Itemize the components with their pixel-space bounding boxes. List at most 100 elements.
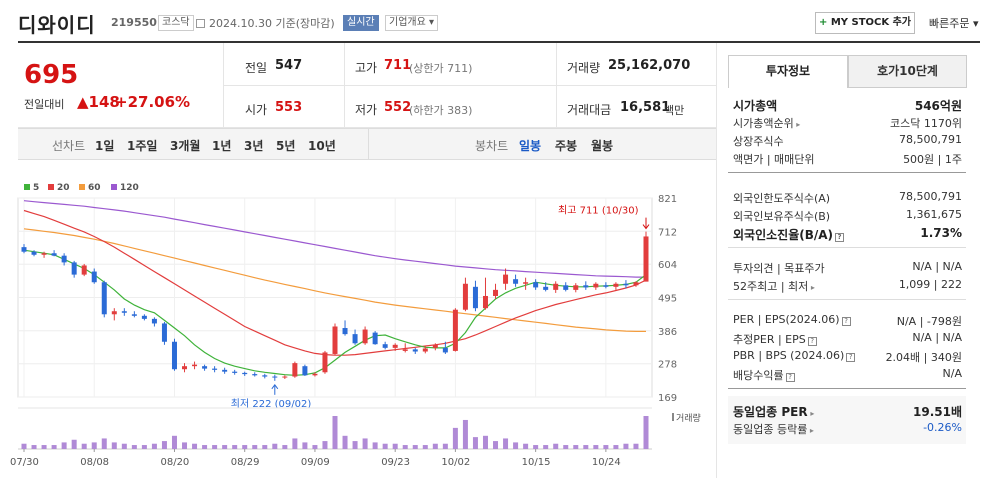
candle-body [141, 315, 147, 319]
candle-body [543, 286, 549, 290]
high-annotation: 최고 711 (10/30) [558, 205, 639, 217]
mystock-label: MY STOCK 추가 [830, 17, 912, 28]
info-label-text: 동일업종 PER [733, 405, 808, 419]
candle-body [91, 271, 97, 283]
low-arrow-head [271, 383, 279, 390]
arrow-right-icon[interactable]: ▸ [807, 426, 814, 435]
current-price: 695 [24, 60, 79, 90]
mystock-add-button[interactable]: + MY STOCK 추가 [815, 12, 915, 34]
info-label: 시가총액순위 ▸ [733, 115, 800, 131]
info-value: N/A [942, 367, 962, 380]
info-label-text: 투자의견 | 목표주가 [733, 262, 825, 275]
volume-bar [71, 439, 77, 449]
candle-body [372, 332, 378, 345]
section-divider [728, 247, 966, 248]
candle-body [563, 285, 569, 290]
info-label-text: 외국인한도주식수(A) [733, 192, 831, 205]
stock-chart[interactable]: 821 712 604 495 386 278 169 최고 711 (10/30) 최저 22… [0, 0, 716, 478]
amount-value: 16,581 [620, 100, 671, 115]
volume-bar [302, 442, 308, 449]
stats-col-divider [344, 43, 345, 128]
candle-body [101, 282, 107, 315]
range-1w[interactable]: 1주일 [127, 139, 158, 153]
volume-bar [372, 442, 378, 449]
info-label: 외국인소진율(B/A)? [733, 226, 845, 243]
tab-hoga[interactable]: 호가10단계 [848, 55, 967, 88]
info-label: PER | EPS(2024.06)? [733, 313, 851, 326]
panel-divider [716, 43, 717, 478]
help-icon[interactable]: ? [841, 317, 851, 326]
legend-swatch [24, 184, 30, 190]
range-3m[interactable]: 3개월 [170, 139, 201, 153]
volume-bar [362, 438, 368, 449]
candle-body [252, 374, 258, 376]
y-tick-label: 821 [658, 194, 677, 205]
info-label: 시가총액 [733, 97, 777, 114]
info-value: -0.26% [923, 421, 962, 434]
realtime-button[interactable]: 실시간 [343, 15, 379, 31]
candle-body [362, 329, 368, 344]
open-value: 553 [275, 100, 303, 115]
range-3y[interactable]: 3년 [244, 139, 264, 153]
info-label: 외국인보유주식수(B) [733, 208, 830, 224]
range-10y[interactable]: 10년 [308, 139, 336, 153]
info-label: 배당수익률? [733, 367, 795, 383]
help-icon[interactable]: ? [846, 353, 856, 362]
candle-body [151, 318, 157, 324]
help-icon[interactable]: ? [835, 233, 845, 242]
line-chart-tab[interactable]: 선차트 [52, 139, 86, 153]
stats-bottom-divider [18, 127, 716, 128]
candle-body [593, 283, 599, 288]
upper-limit: (상한가 711) [409, 62, 473, 75]
candle-body [643, 236, 649, 282]
y-tick-label: 604 [658, 260, 677, 271]
company-info-button[interactable]: 기업개요 ▾ [385, 15, 438, 31]
info-value: N/A | N/A [912, 331, 962, 344]
arrow-right-icon[interactable]: ▸ [808, 283, 815, 292]
chart-toolbar [18, 128, 716, 160]
info-label: 동일업종 PER ▸ [733, 403, 814, 420]
arrow-right-icon[interactable]: ▸ [793, 120, 801, 129]
candle-body [322, 352, 328, 373]
volume-bar [553, 443, 559, 449]
volume-bar [332, 416, 338, 449]
period-weekly[interactable]: 주봉 [555, 139, 578, 153]
info-label: 외국인한도주식수(A) [733, 190, 830, 206]
range-1y[interactable]: 1년 [212, 139, 232, 153]
candle-body [533, 282, 539, 288]
x-tick-label: 09/23 [381, 457, 410, 468]
candle-chart-tab[interactable]: 봉차트 [475, 139, 509, 153]
period-monthly[interactable]: 월봉 [591, 139, 614, 153]
candle-body [121, 311, 127, 313]
legend-ma60: 60 [79, 183, 101, 193]
candle-body [352, 334, 358, 344]
info-label: 상장주식수 [733, 133, 784, 149]
volume-bar [402, 445, 408, 449]
volume-bar [342, 435, 348, 449]
info-value: 500원 | 1주 [903, 153, 962, 166]
help-icon[interactable]: ? [785, 373, 795, 382]
volume-bar [282, 445, 288, 449]
tab-invest-info[interactable]: 투자정보 [728, 55, 848, 88]
plus-icon: + [818, 17, 828, 28]
candle-body [553, 283, 559, 290]
volume-bar [472, 437, 478, 449]
volume-bar [222, 445, 228, 449]
change-amount: ▲148 [77, 93, 120, 111]
candle-body [262, 375, 268, 377]
period-daily[interactable]: 일봉 [519, 139, 542, 153]
info-label-text: 52주최고 | 최저 [733, 280, 809, 293]
arrow-right-icon[interactable]: ▸ [807, 409, 815, 418]
info-value: 78,500,791 [899, 190, 962, 203]
prev-close-value: 547 [275, 58, 303, 73]
candle-body [402, 349, 408, 351]
volume-bar [382, 443, 388, 449]
section-divider [728, 299, 966, 300]
legend-ma5: 5 [24, 183, 39, 193]
candle-body [392, 344, 398, 348]
market-badge: 코스닥 [158, 15, 194, 31]
help-icon[interactable]: ? [807, 337, 817, 346]
range-1d[interactable]: 1일 [95, 139, 115, 153]
quick-order-button[interactable]: 빠른주문 ▾ [929, 17, 979, 30]
range-5y[interactable]: 5년 [276, 139, 296, 153]
